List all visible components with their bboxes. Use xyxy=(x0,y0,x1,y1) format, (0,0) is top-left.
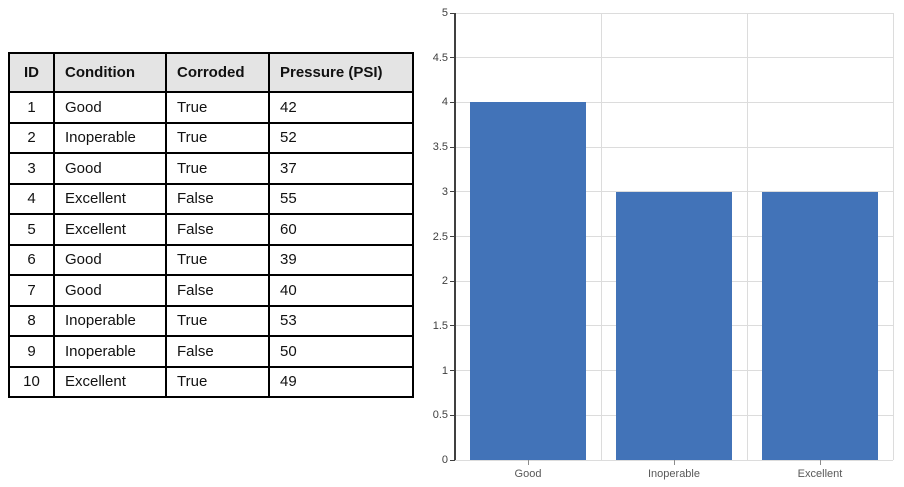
y-axis-tick xyxy=(450,370,455,372)
gridline-vertical xyxy=(746,13,748,460)
table-cell: 6 xyxy=(8,243,55,276)
table-cell: True xyxy=(165,304,270,337)
gridline-horizontal xyxy=(455,101,893,103)
table-cell: True xyxy=(165,121,270,154)
y-axis-tick xyxy=(450,236,455,237)
table-cell: True xyxy=(165,365,270,398)
y-tick-label: 1 xyxy=(441,364,448,377)
table-cell: 5 xyxy=(8,213,55,246)
x-category-label: Good xyxy=(514,468,542,480)
table-cell: 52 xyxy=(268,121,414,154)
table-cell: 7 xyxy=(8,274,55,307)
gridline-horizontal xyxy=(455,146,893,148)
table-row: 9 Inoperable False 50 xyxy=(8,335,414,368)
table-row: 10 Excellent True 49 xyxy=(8,365,414,398)
y-axis-tick xyxy=(450,459,455,461)
table-cell: Inoperable xyxy=(53,304,167,337)
table-cell: Excellent xyxy=(53,365,167,398)
table-cell: 1 xyxy=(8,91,55,124)
table-row: 5 Excellent False 60 xyxy=(8,213,414,246)
table-cell: Excellent xyxy=(53,182,167,215)
y-tick-label: 1.5 xyxy=(432,319,448,332)
y-tick-label: 4.5 xyxy=(432,51,448,64)
y-axis-tick xyxy=(450,191,455,193)
y-axis-tick xyxy=(450,146,455,148)
y-axis-tick xyxy=(450,280,455,282)
table-row: 2 Inoperable True 52 xyxy=(8,121,414,154)
y-tick-label: 2 xyxy=(441,275,448,288)
y-tick-label: 3 xyxy=(441,185,448,198)
table-cell: Excellent xyxy=(53,213,167,246)
table-cell: Good xyxy=(53,91,167,124)
bar-chart: 5 4.5 4 3.5 3 2.5 2 1.5 1 0.5 0 Good Inoperable Excel… xyxy=(430,0,904,487)
x-axis-tick xyxy=(820,460,821,465)
table-cell: True xyxy=(165,243,270,276)
table-row: 1 Good True 42 xyxy=(8,91,414,124)
x-category-label: Excellent xyxy=(797,468,843,480)
table-cell: 53 xyxy=(268,304,414,337)
table-cell: 39 xyxy=(268,243,414,276)
y-tick-label: 0 xyxy=(441,454,448,466)
table-row: 3 Good True 37 xyxy=(8,152,414,185)
table-row: 4 Excellent False 55 xyxy=(8,182,414,215)
y-tick-label: 4 xyxy=(441,96,448,109)
table-cell: 55 xyxy=(268,182,414,215)
table-cell: Inoperable xyxy=(53,121,167,154)
table-row: 6 Good True 39 xyxy=(8,243,414,276)
table-cell: True xyxy=(165,91,270,124)
column-header: Condition xyxy=(53,52,167,93)
table-cell: False xyxy=(165,335,270,368)
x-axis-tick xyxy=(528,460,529,465)
y-axis-tick xyxy=(450,325,455,327)
table-cell: 37 xyxy=(268,152,414,185)
table-cell: Good xyxy=(53,243,167,276)
table-cell: 49 xyxy=(268,365,414,398)
table-cell: Good xyxy=(53,152,167,185)
table-cell: Inoperable xyxy=(53,335,167,368)
y-axis-tick xyxy=(450,57,455,59)
column-header: Pressure (PSI) xyxy=(268,52,414,93)
column-header: ID xyxy=(8,52,55,93)
y-tick-label: 2.5 xyxy=(432,230,448,243)
table-cell: 9 xyxy=(8,335,55,368)
x-category-label: Inoperable xyxy=(648,468,700,480)
table-row: 7 Good False 40 xyxy=(8,274,414,307)
y-axis-tick xyxy=(450,12,455,14)
table-cell: 8 xyxy=(8,304,55,337)
table-cell: False xyxy=(165,274,270,307)
table-cell: 42 xyxy=(268,91,414,124)
column-header: Corroded xyxy=(165,52,270,93)
y-tick-label: 3.5 xyxy=(432,141,448,154)
gridline-horizontal xyxy=(455,57,893,59)
bar xyxy=(761,191,879,460)
table-cell: 3 xyxy=(8,152,55,185)
table-cell: 50 xyxy=(268,335,414,368)
x-axis-tick xyxy=(674,460,675,465)
gridline-horizontal xyxy=(455,12,893,14)
table-row: 8 Inoperable True 53 xyxy=(8,304,414,337)
table-cell: True xyxy=(165,152,270,185)
table-header-row: ID Condition Corroded Pressure (PSI) xyxy=(8,52,414,93)
gridline-vertical xyxy=(892,13,894,460)
y-axis-line xyxy=(454,13,456,460)
table-cell: Good xyxy=(53,274,167,307)
bar xyxy=(615,191,733,460)
table-body: 1 Good True 42 2 Inoperable True 52 3 Good True 37 4… xyxy=(8,91,414,398)
table-cell: 60 xyxy=(268,213,414,246)
table-cell: 4 xyxy=(8,182,55,215)
table-cell: 40 xyxy=(268,274,414,307)
gridline-vertical xyxy=(600,13,602,460)
table-cell: False xyxy=(165,213,270,246)
y-tick-label: 0.5 xyxy=(432,409,448,422)
y-axis-tick xyxy=(450,414,455,416)
y-tick-label: 5 xyxy=(441,7,448,19)
table-cell: False xyxy=(165,182,270,215)
y-axis-tick xyxy=(450,101,455,103)
inspection-table: ID Condition Corroded Pressure (PSI) 1 Good T… xyxy=(8,52,414,398)
table-cell: 10 xyxy=(8,365,55,398)
bar xyxy=(469,102,587,460)
table-cell: 2 xyxy=(8,121,55,154)
